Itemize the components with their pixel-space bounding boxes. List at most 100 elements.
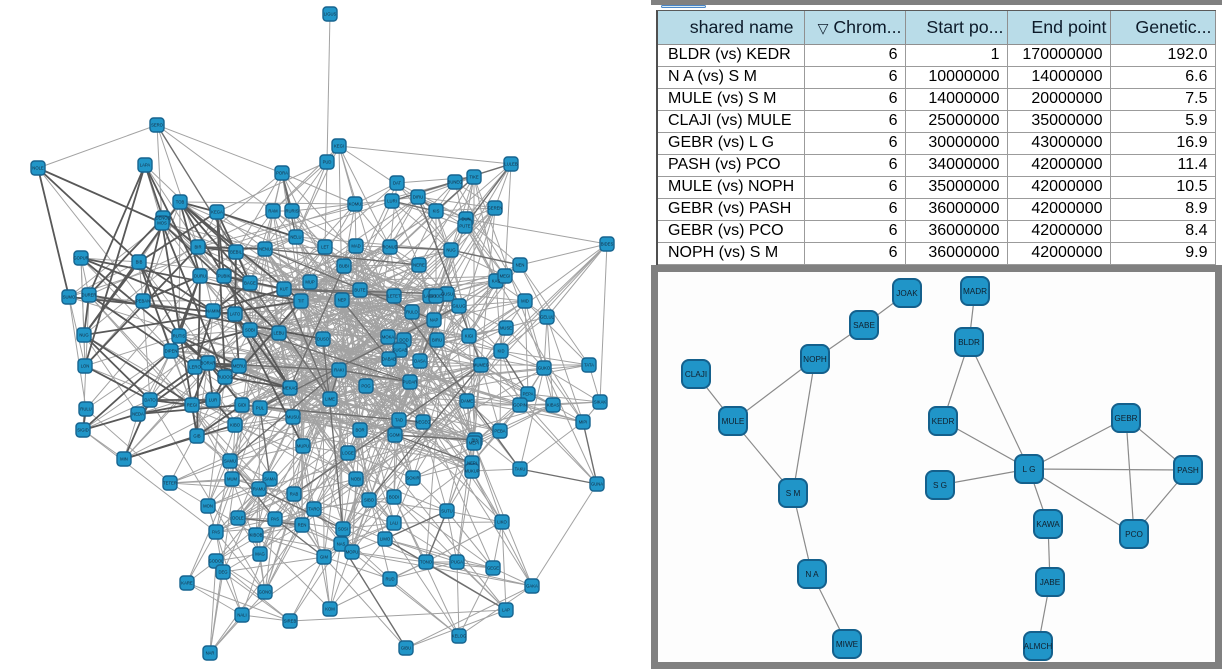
svg-text:MON: MON (203, 504, 213, 509)
svg-text:KIS: KIS (433, 209, 440, 214)
svg-text:KEDR: KEDR (932, 417, 955, 426)
svg-text:GILUG: GILUG (452, 304, 465, 309)
svg-text:RULO: RULO (406, 310, 418, 315)
svg-text:SERO: SERO (151, 123, 164, 128)
svg-text:PUD: PUD (323, 160, 332, 165)
svg-text:LIGUS: LIGUS (324, 12, 337, 17)
svg-text:PUL: PUL (256, 406, 265, 411)
svg-text:GUSU: GUSU (441, 292, 453, 297)
svg-text:MIPI: MIPI (579, 420, 588, 425)
svg-text:SABE: SABE (853, 321, 875, 330)
svg-text:NOBI: NOBI (351, 477, 361, 482)
svg-text:KAWA: KAWA (1036, 520, 1060, 529)
svg-text:LOGE: LOGE (342, 451, 354, 456)
svg-text:SUMO: SUMO (63, 295, 76, 300)
svg-text:GONO: GONO (259, 590, 273, 595)
svg-text:BIRU: BIRU (432, 338, 442, 343)
svg-text:NUG: NUG (446, 248, 455, 253)
svg-text:JABE: JABE (1040, 578, 1061, 587)
svg-text:MUM: MUM (227, 477, 238, 482)
svg-text:SUTU: SUTU (441, 509, 452, 514)
svg-text:NUG: NUG (79, 333, 88, 338)
svg-text:TAKU: TAKU (515, 467, 526, 472)
svg-text:LIMO: LIMO (380, 537, 391, 542)
svg-text:RAM: RAM (268, 209, 278, 214)
svg-text:DENOD: DENOD (155, 216, 170, 221)
svg-text:BIN: BIN (472, 438, 479, 443)
svg-text:BUNEG: BUNEG (448, 180, 463, 185)
svg-text:NOLE: NOLE (32, 166, 44, 171)
svg-text:GUNA: GUNA (591, 482, 603, 487)
svg-text:TONO: TONO (420, 560, 433, 565)
svg-text:PORA: PORA (276, 171, 288, 176)
svg-text:N A: N A (805, 570, 819, 579)
svg-text:RAMU: RAMU (253, 487, 265, 492)
svg-text:LET: LET (321, 245, 329, 250)
svg-text:RURIS: RURIS (285, 209, 298, 214)
svg-text:SIBO: SIBO (364, 498, 375, 503)
svg-text:SOKIR: SOKIR (406, 476, 419, 481)
svg-text:LULEB: LULEB (504, 162, 517, 167)
svg-text:MIWE: MIWE (836, 640, 859, 649)
svg-text:NEDA: NEDA (132, 412, 144, 417)
svg-text:RUTIS: RUTIS (173, 334, 186, 339)
svg-text:NALI: NALI (237, 613, 246, 618)
svg-text:DABAB: DABAB (382, 357, 396, 362)
svg-text:PEBA: PEBA (494, 429, 505, 434)
svg-text:LALI: LALI (390, 521, 399, 526)
svg-text:REN: REN (298, 523, 307, 528)
svg-text:GOPIN: GOPIN (513, 403, 527, 408)
svg-text:NEGEG: NEGEG (415, 420, 430, 425)
svg-text:LAPA: LAPA (140, 163, 151, 168)
svg-text:PUDAR: PUDAR (403, 380, 418, 385)
svg-text:NAR: NAR (206, 651, 215, 656)
svg-text:DIRU: DIRU (413, 195, 423, 200)
svg-text:NAP: NAP (430, 318, 439, 323)
svg-text:TETER: TETER (163, 481, 177, 486)
svg-text:KIBO: KIBO (230, 423, 241, 428)
svg-text:SIGID: SIGID (77, 428, 88, 433)
svg-text:REGI: REGI (187, 403, 197, 408)
svg-text:MOPU: MOPU (346, 550, 359, 555)
svg-text:MUKUP: MUKUP (464, 469, 479, 474)
svg-text:NEN: NEN (516, 263, 525, 268)
svg-text:DOD: DOD (399, 338, 408, 343)
svg-text:PASH: PASH (1177, 466, 1199, 475)
svg-text:BODI: BODI (389, 495, 399, 500)
svg-text:TOB: TOB (176, 200, 185, 205)
svg-text:KEGA: KEGA (211, 210, 223, 215)
svg-text:RUDOG: RUDOG (217, 375, 233, 380)
svg-text:KOMU: KOMU (349, 202, 362, 207)
svg-text:PUTE: PUTE (459, 224, 470, 229)
svg-text:GAKA: GAKA (526, 584, 538, 589)
svg-text:GIDI: GIDI (238, 403, 247, 408)
svg-text:MULE: MULE (722, 417, 745, 426)
svg-text:GEBR: GEBR (1114, 414, 1137, 423)
svg-text:MAD: MAD (351, 244, 360, 249)
svg-text:GIBU: GIBU (401, 646, 411, 651)
svg-text:KIBAS: KIBAS (547, 403, 560, 408)
svg-text:TAD: TAD (395, 418, 403, 423)
svg-text:PCO: PCO (1125, 530, 1143, 539)
svg-text:NEPI: NEPI (467, 461, 477, 466)
svg-text:LIKO: LIKO (497, 520, 507, 525)
svg-text:DAME: DAME (461, 399, 473, 404)
svg-text:MUMEG: MUMEG (473, 363, 489, 368)
svg-text:BIB: BIB (136, 260, 143, 265)
svg-text:BUTE: BUTE (354, 288, 365, 293)
svg-text:TIT: TIT (298, 299, 305, 304)
svg-text:KELOG: KELOG (452, 634, 466, 639)
svg-text:KOM: KOM (325, 607, 335, 612)
svg-text:L G: L G (1023, 465, 1036, 474)
svg-text:KIBOB: KIBOB (250, 533, 263, 538)
svg-text:BIR: BIR (195, 245, 202, 250)
svg-text:JOAK: JOAK (896, 289, 918, 298)
svg-text:KIGI: KIGI (465, 334, 473, 339)
svg-text:GELUL: GELUL (540, 315, 554, 320)
svg-text:LEBU: LEBU (274, 331, 285, 336)
svg-text:SUGAB: SUGAB (393, 348, 408, 353)
svg-text:MOS: MOS (157, 221, 167, 226)
svg-text:BIDES: BIDES (601, 242, 614, 247)
svg-text:MOKA: MOKA (382, 335, 395, 340)
svg-text:DIPEN: DIPEN (165, 349, 178, 354)
